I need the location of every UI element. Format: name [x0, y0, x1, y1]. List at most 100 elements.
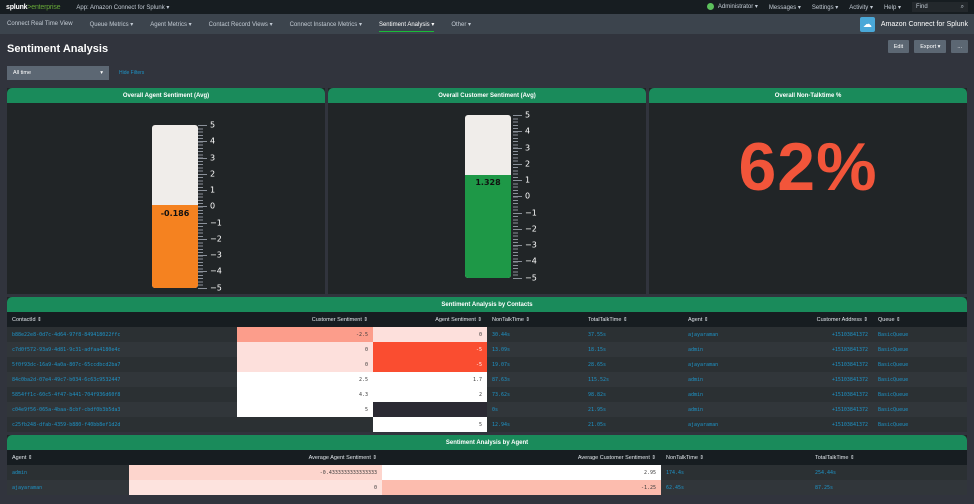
- col-customer-address[interactable]: Customer Address ⇕: [773, 312, 873, 327]
- col-contactid[interactable]: ContactId ⇕: [7, 312, 237, 327]
- col-avg-customer-sentiment[interactable]: Average Customer Sentiment ⇕: [382, 450, 661, 465]
- queue-link[interactable]: BasicQueue: [873, 417, 967, 432]
- agent-link[interactable]: ajayaraman: [683, 357, 773, 372]
- table-row: 5f0f93dc-16a9-4a0a-807c-65ccdbcd2ba7 0 -…: [7, 357, 967, 372]
- customer-address-cell[interactable]: +15103841372: [773, 417, 873, 432]
- more-button[interactable]: ...: [951, 40, 968, 53]
- nav-connect-instance-metrics[interactable]: Connect Instance Metrics ▾: [289, 21, 362, 28]
- contact-id-link[interactable]: c7d0f572-93a9-4d81-9c31-adfaa4180e4c: [7, 342, 237, 357]
- user-menu[interactable]: Administrator ▾: [706, 3, 758, 11]
- customer-address-cell[interactable]: +15103841372: [773, 342, 873, 357]
- col-nontalktime[interactable]: NonTalkTime ⇕: [661, 450, 810, 465]
- agent-link[interactable]: admin: [7, 465, 129, 480]
- nontalktime-cell[interactable]: 73.62s: [487, 387, 583, 402]
- nontalktime-cell[interactable]: 87.63s: [487, 372, 583, 387]
- panel-title: Overall Non-Talktime %: [649, 88, 967, 103]
- nav-contact-record-views[interactable]: Contact Record Views ▾: [208, 21, 273, 28]
- customer-address-cell[interactable]: +15103841372: [773, 357, 873, 372]
- contact-id-link[interactable]: 84c0ba2d-07e4-49c7-b034-6c63c9532447: [7, 372, 237, 387]
- col-agent[interactable]: Agent ⇕: [7, 450, 129, 465]
- contact-id-link[interactable]: c04e9f56-065a-4baa-8cbf-cbdf0b3b5da3: [7, 402, 237, 417]
- totaltalktime-cell[interactable]: 28.65s: [583, 357, 683, 372]
- nav-sentiment-analysis[interactable]: Sentiment Analysis ▾: [378, 14, 435, 34]
- totaltalktime-cell[interactable]: 18.15s: [583, 342, 683, 357]
- messages-menu[interactable]: Messages ▾: [768, 4, 801, 11]
- customer-address-cell[interactable]: +15103841372: [773, 402, 873, 417]
- agent-link[interactable]: ajayaraman: [683, 327, 773, 342]
- edit-button[interactable]: Edit: [887, 40, 910, 53]
- queue-link[interactable]: BasicQueue: [873, 342, 967, 357]
- totaltalktime-cell[interactable]: 21.95s: [583, 402, 683, 417]
- contact-id-link[interactable]: 5854ff1c-60c5-4f47-b441-704f936d60f8: [7, 387, 237, 402]
- settings-menu[interactable]: Settings ▾: [811, 4, 839, 11]
- nav-other[interactable]: Other ▾: [451, 21, 472, 28]
- nontalktime-cell[interactable]: 30.44s: [487, 327, 583, 342]
- time-range-picker[interactable]: All time ▾: [7, 66, 109, 80]
- customer-sentiment-cell: 0: [237, 357, 373, 372]
- agent-link[interactable]: ajayaraman: [683, 417, 773, 432]
- nav-connect-real-time-view[interactable]: Connect Real Time View: [7, 21, 73, 27]
- col-queue[interactable]: Queue ⇕: [873, 312, 967, 327]
- totaltalktime-cell[interactable]: 115.52s: [583, 372, 683, 387]
- contact-id-link[interactable]: b88e22e8-0d7c-4d64-97f8-849418022ffc: [7, 327, 237, 342]
- col-agent-sentiment[interactable]: Agent Sentiment ⇕: [373, 312, 487, 327]
- gauge-value: 1.328: [475, 178, 501, 187]
- splunk-logo[interactable]: splunk>enterprise: [6, 3, 61, 11]
- table-row: 84c0ba2d-07e4-49c7-b034-6c63c9532447 2.5…: [7, 372, 967, 387]
- totaltalktime-cell[interactable]: 98.82s: [583, 387, 683, 402]
- contact-id-link[interactable]: 5f0f93dc-16a9-4a0a-807c-65ccdbcd2ba7: [7, 357, 237, 372]
- contacts-table: ContactId ⇕ Customer Sentiment ⇕ Agent S…: [7, 312, 967, 432]
- export-button[interactable]: Export ▾: [914, 40, 947, 53]
- agent-sentiment-panel: Overall Agent Sentiment (Avg) -0.186 5 4…: [7, 88, 325, 294]
- nontalktime-cell[interactable]: 13.09s: [487, 342, 583, 357]
- col-agent[interactable]: Agent ⇕: [683, 312, 773, 327]
- queue-link[interactable]: BasicQueue: [873, 357, 967, 372]
- activity-menu[interactable]: Activity ▾: [849, 4, 873, 11]
- col-totaltalktime[interactable]: TotalTalkTime ⇕: [810, 450, 967, 465]
- nontalktime-cell[interactable]: 62.45s: [661, 480, 810, 495]
- panel-title: Overall Agent Sentiment (Avg): [7, 88, 325, 103]
- agent-sentiment-cell: 5: [373, 417, 487, 432]
- col-customer-sentiment[interactable]: Customer Sentiment ⇕: [237, 312, 373, 327]
- agent-link[interactable]: admin: [683, 342, 773, 357]
- nav-agent-metrics[interactable]: Agent Metrics ▾: [150, 21, 192, 28]
- col-totaltalktime[interactable]: TotalTalkTime ⇕: [583, 312, 683, 327]
- agent-link[interactable]: admin: [683, 372, 773, 387]
- table-row: ajayaraman 0 -1.25 62.45s 87.25s: [7, 480, 967, 495]
- totaltalktime-cell[interactable]: 87.25s: [810, 480, 967, 495]
- non-talktime-panel: Overall Non-Talktime % 62%: [649, 88, 967, 294]
- col-nontalktime[interactable]: NonTalkTime ⇕: [487, 312, 583, 327]
- customer-sentiment-panel: Overall Customer Sentiment (Avg) 1.328 5…: [328, 88, 646, 294]
- col-avg-agent-sentiment[interactable]: Average Agent Sentiment ⇕: [129, 450, 382, 465]
- queue-link[interactable]: BasicQueue: [873, 372, 967, 387]
- queue-link[interactable]: BasicQueue: [873, 327, 967, 342]
- find-input[interactable]: Find ⌕: [912, 2, 968, 12]
- help-menu[interactable]: Help ▾: [883, 4, 901, 11]
- totaltalktime-cell[interactable]: 37.55s: [583, 327, 683, 342]
- queue-link[interactable]: BasicQueue: [873, 387, 967, 402]
- agent-link[interactable]: admin: [683, 387, 773, 402]
- contact-id-link[interactable]: c25fb248-dfab-4359-b880-f40bb8ef1d2d: [7, 417, 237, 432]
- customer-address-cell[interactable]: +15103841372: [773, 327, 873, 342]
- nontalktime-cell[interactable]: 19.07s: [487, 357, 583, 372]
- nav-queue-metrics[interactable]: Queue Metrics ▾: [89, 21, 134, 28]
- customer-address-cell[interactable]: +15103841372: [773, 387, 873, 402]
- customer-sentiment-cell: 4.3: [237, 387, 373, 402]
- nontalktime-cell[interactable]: 0s: [487, 402, 583, 417]
- agent-link[interactable]: ajayaraman: [7, 480, 129, 495]
- avg-customer-sentiment-cell: 2.95: [382, 465, 661, 480]
- app-menu[interactable]: App: Amazon Connect for Splunk ▾: [76, 4, 170, 11]
- agent-link[interactable]: admin: [683, 402, 773, 417]
- customer-address-cell[interactable]: +15103841372: [773, 372, 873, 387]
- totaltalktime-cell[interactable]: 21.05s: [583, 417, 683, 432]
- gauge-scale: 5 4 3 2 1 0 −1 −2 −3 −4 −5: [513, 111, 553, 283]
- agents-table: Agent ⇕ Average Agent Sentiment ⇕ Averag…: [7, 450, 967, 495]
- agents-table-panel: Sentiment Analysis by Agent Agent ⇕ Aver…: [7, 435, 967, 495]
- customer-sentiment-cell: 2.5: [237, 372, 373, 387]
- totaltalktime-cell[interactable]: 254.44s: [810, 465, 967, 480]
- queue-link[interactable]: BasicQueue: [873, 402, 967, 417]
- hide-filters-link[interactable]: Hide Filters: [119, 70, 145, 76]
- contacts-table-panel: Sentiment Analysis by Contacts ContactId…: [7, 297, 967, 432]
- nontalktime-cell[interactable]: 174.4s: [661, 465, 810, 480]
- nontalktime-cell[interactable]: 12.94s: [487, 417, 583, 432]
